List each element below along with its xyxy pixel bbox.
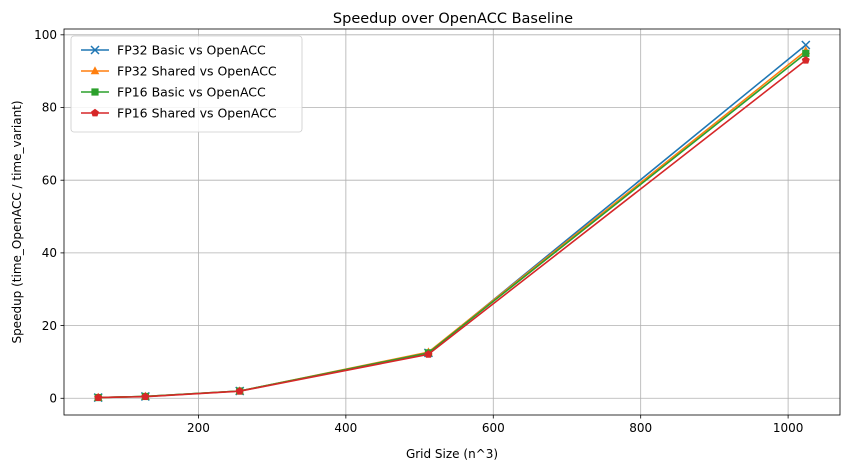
data-point — [801, 56, 810, 64]
grid — [64, 29, 840, 415]
y-tick-label: 0 — [49, 391, 57, 405]
legend-marker — [90, 66, 100, 75]
legend-item: FP32 Shared vs OpenACC — [81, 64, 277, 79]
data-point — [424, 350, 433, 358]
y-tick-label: 20 — [42, 319, 57, 333]
legend-box — [70, 35, 303, 133]
y-axis-title: Speedup (time_OpenACC / time_variant) — [10, 100, 24, 343]
x-tick-label: 800 — [629, 421, 652, 435]
legend-label: FP16 Shared vs OpenACC — [117, 106, 277, 121]
y-tick-label: 60 — [42, 173, 57, 187]
data-point — [141, 392, 150, 401]
legend: FP32 Basic vs OpenACC FP32 Shared vs Open… — [70, 35, 303, 133]
y-tick-label: 100 — [34, 28, 57, 42]
x-tick-label: 200 — [187, 421, 210, 435]
data-point — [802, 49, 810, 57]
x-tick-label: 1000 — [773, 421, 804, 435]
y-tick-label: 80 — [42, 101, 57, 115]
legend-marker — [91, 108, 99, 117]
legend-marker — [91, 88, 99, 96]
data-point — [235, 386, 244, 395]
x-tick-label: 400 — [334, 421, 357, 435]
series-4 — [94, 56, 810, 401]
legend-label: FP16 Basic vs OpenACC — [117, 85, 266, 100]
legend-item: FP16 Shared vs OpenACC — [81, 106, 277, 121]
legend-label: FP32 Basic vs OpenACC — [117, 43, 266, 58]
ticks: 200 400 600 800 1000 0 20 40 60 80 100 — [34, 28, 803, 435]
plot-frame — [63, 28, 841, 416]
series-layer — [93, 40, 811, 403]
y-tick-label: 40 — [42, 246, 57, 260]
x-axis-title: Grid Size (n^3) — [406, 447, 498, 461]
legend-item: FP16 Basic vs OpenACC — [81, 85, 266, 100]
data-point — [801, 40, 811, 50]
legend-label: FP32 Shared vs OpenACC — [117, 64, 277, 79]
legend-item: FP32 Basic vs OpenACC — [81, 43, 266, 58]
chart-title: Speedup over OpenACC Baseline — [333, 11, 573, 27]
x-tick-label: 600 — [482, 421, 505, 435]
data-point — [94, 393, 103, 401]
legend-marker — [90, 45, 100, 55]
